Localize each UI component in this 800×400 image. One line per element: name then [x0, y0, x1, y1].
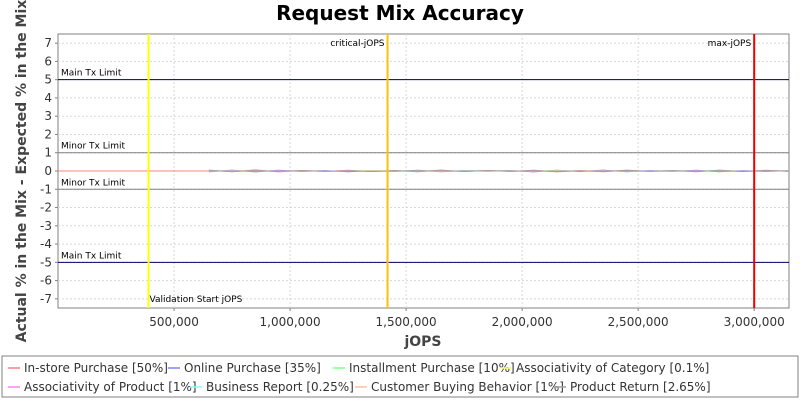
x-axis-title: jOPS [403, 334, 441, 350]
y-tick-label: -1 [40, 182, 52, 196]
y-tick-label: -2 [40, 201, 52, 215]
x-tick-label: 2,500,000 [608, 315, 669, 329]
y-axis-title: Actual % in the Mix - Expected % in the … [14, 0, 30, 342]
y-tick-label: 3 [44, 109, 52, 123]
y-tick-label: -5 [40, 255, 52, 269]
legend-label: Online Purchase [35%] [184, 361, 321, 375]
legend [1, 355, 799, 398]
x-tick-label: 2,000,000 [492, 315, 553, 329]
legend-items: In-store Purchase [50%] Online Purchase [… [8, 361, 711, 394]
x-tick-label: 1,500,000 [376, 315, 437, 329]
y-tick-label: 7 [44, 36, 52, 50]
y-tick-label: -7 [40, 292, 52, 306]
y-tick-label: 0 [44, 164, 52, 178]
legend-label: Associativity of Product [1%] [24, 380, 197, 394]
legend-label: Customer Buying Behavior [1%] [371, 380, 564, 394]
legend-label: Installment Purchase [10%] [349, 361, 515, 375]
y-tick-label: 6 [44, 54, 52, 68]
limit-line-label: Main Tx Limit [61, 69, 122, 79]
x-tick-label: 1,000,000 [260, 315, 321, 329]
chart-title: Request Mix Accuracy [276, 1, 524, 25]
series-line [208, 169, 790, 173]
y-tick-label: -6 [40, 274, 52, 288]
series-lines [58, 169, 790, 173]
legend-label: Product Return [2.65%] [570, 380, 711, 394]
marker-label: Validation Start jOPS [150, 295, 243, 305]
limit-lines: Main Tx Limit Minor Tx Limit Minor Tx Limi… [58, 69, 789, 263]
limit-line-label: Minor Tx Limit [61, 142, 126, 152]
limit-line-label: Minor Tx Limit [61, 178, 126, 188]
limit-line-label: Main Tx Limit [61, 251, 122, 261]
marker-label: critical-jOPS [330, 39, 384, 49]
y-tick-label: 5 [44, 73, 52, 87]
legend-label: In-store Purchase [50%] [24, 361, 168, 375]
y-tick-label: 4 [44, 91, 52, 105]
marker-lines: Validation Start jOPS critical-jOPS max-jO… [147, 34, 756, 308]
marker-label: max-jOPS [708, 39, 752, 49]
y-tick-label: -3 [40, 219, 52, 233]
x-tick-label: 3,000,000 [724, 315, 785, 329]
axes: 7 6 5 4 3 2 1 0 -1 -2 -3 -4 -5 -6 -7 500,000 1,000,000 1,… [40, 36, 785, 329]
legend-label: Business Report [0.25%] [206, 380, 354, 394]
x-tick-label: 500,000 [149, 315, 199, 329]
y-tick-label: 2 [44, 127, 52, 141]
y-tick-label: -4 [40, 237, 52, 251]
legend-label: Associativity of Category [0.1%] [516, 361, 709, 375]
y-tick-label: 1 [44, 146, 52, 160]
